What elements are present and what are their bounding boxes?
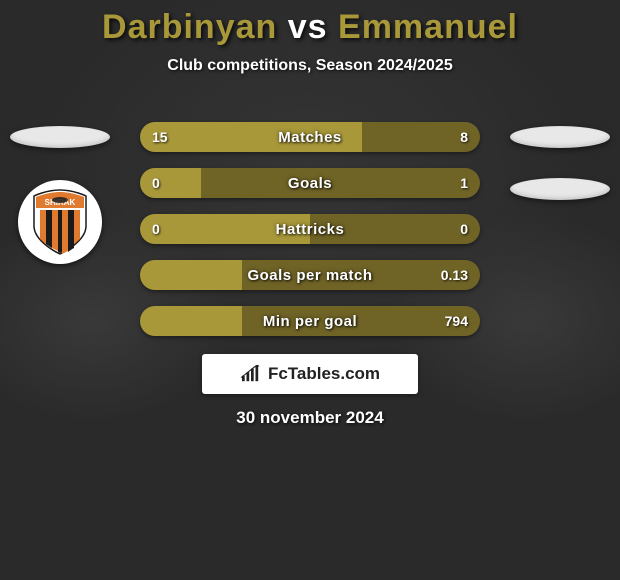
avatar-placeholder-right-1 [510,126,610,148]
stat-value-right: 0.13 [441,260,468,290]
avatar-placeholder-left [10,126,110,148]
brand-box[interactable]: FcTables.com [202,354,418,394]
stat-value-right: 0 [460,214,468,244]
club-badge-left: SHIRAK [18,180,102,264]
stat-value-left: 0 [152,214,160,244]
subtitle: Club competitions, Season 2024/2025 [0,57,620,75]
avatar-placeholder-right-2 [510,178,610,200]
stat-label: Min per goal [140,306,480,336]
stat-row: Goals0 1 [140,168,480,198]
stats-table: Matches158Goals01Hattricks00Goals per ma… [140,122,480,352]
stat-label: Matches [140,122,480,152]
vs-label: vs [288,8,328,46]
stat-label: Goals [140,168,480,198]
date-label: 30 november 2024 [0,408,620,428]
bar-chart-icon [240,365,262,383]
brand-label: FcTables.com [268,364,380,384]
page-title: Darbinyan vs Emmanuel [0,0,620,47]
stat-value-right: 794 [445,306,468,336]
content-wrap: Darbinyan vs Emmanuel Club competitions,… [0,0,620,75]
stat-row: Goals per match0.13 [140,260,480,290]
stat-value-left: 0 [152,168,160,198]
stat-row: Hattricks0 0 [140,214,480,244]
stat-label: Hattricks [140,214,480,244]
shirak-badge-icon: SHIRAK [24,186,96,258]
player-right-name: Emmanuel [338,8,518,46]
stat-row: Matches15 8 [140,122,480,152]
stat-value-left: 15 [152,122,168,152]
player-left-name: Darbinyan [102,8,277,46]
stat-row: Min per goal794 [140,306,480,336]
stat-value-right: 1 [460,168,468,198]
stat-label: Goals per match [140,260,480,290]
stat-value-right: 8 [460,122,468,152]
